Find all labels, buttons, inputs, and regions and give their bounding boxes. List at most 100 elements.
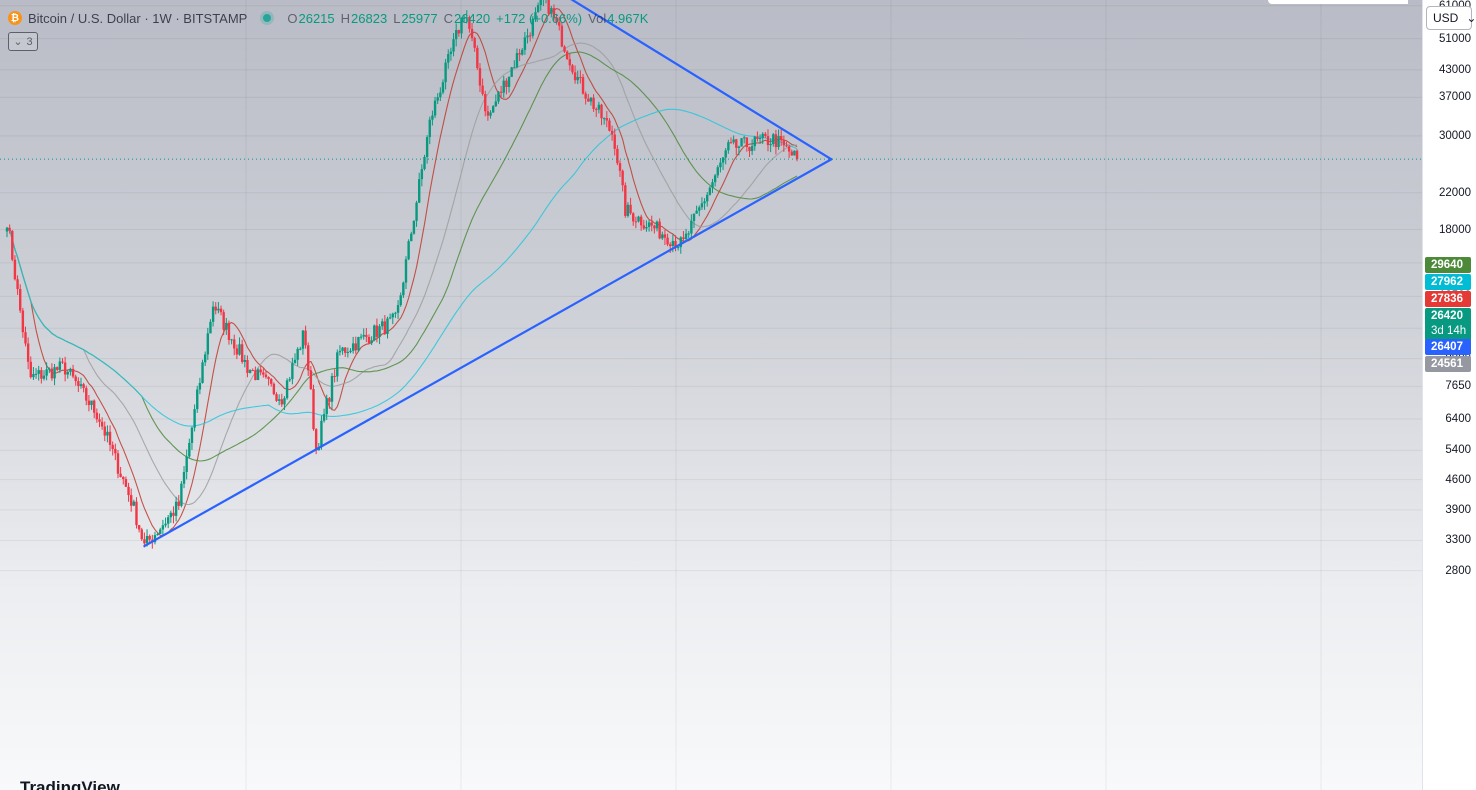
candle-body — [721, 157, 725, 163]
candle-body — [166, 517, 170, 524]
price-chart[interactable] — [0, 0, 1422, 790]
candle-body — [460, 17, 463, 34]
candle-body — [687, 233, 690, 235]
candle-body — [193, 409, 196, 428]
candle-body — [92, 400, 96, 413]
candle-body — [468, 17, 471, 29]
candle-body — [449, 51, 453, 55]
candle-body — [758, 137, 762, 140]
candle-body — [515, 53, 519, 68]
candle-body — [602, 118, 606, 120]
candle-body — [666, 237, 669, 245]
candle-body — [230, 339, 233, 341]
candle-body — [383, 321, 387, 334]
candle-body — [56, 367, 59, 370]
candle-body — [698, 207, 701, 211]
candle-body — [624, 185, 627, 216]
ma-red-line — [6, 8, 798, 536]
candle-body — [774, 134, 778, 148]
candle-body — [98, 419, 101, 422]
candle-body — [127, 486, 130, 496]
candle-body — [645, 226, 648, 229]
candle-body — [262, 372, 265, 375]
candle-body — [494, 101, 498, 107]
candle-body — [550, 8, 553, 14]
candle-body — [106, 431, 109, 436]
candle-body — [595, 109, 598, 111]
candle-body — [378, 326, 381, 337]
candle-body — [140, 529, 143, 540]
indicators-toggle-button[interactable]: ⌄ 3 — [8, 32, 38, 51]
candle-body — [275, 394, 278, 401]
candle-body — [190, 427, 194, 443]
candle-body — [404, 259, 408, 283]
candle-body — [410, 233, 413, 242]
candle-body — [441, 82, 445, 93]
chart-grid — [0, 0, 1422, 790]
candle-body — [325, 398, 328, 415]
candle-body — [132, 501, 136, 506]
candle-body — [457, 30, 461, 34]
market-status-icon[interactable] — [263, 14, 272, 22]
candle-body — [87, 400, 91, 406]
ma-price-tag: 27836 — [1425, 291, 1471, 307]
candle-body — [161, 525, 165, 530]
candle-body — [690, 220, 693, 234]
candle-body — [50, 368, 54, 379]
candle-body — [732, 139, 735, 143]
candle-body — [605, 118, 609, 121]
candle-body — [571, 65, 574, 73]
candle-body — [486, 111, 490, 116]
moving-averages — [6, 8, 798, 536]
ma-green-line — [6, 51, 798, 462]
candle-body — [122, 476, 125, 480]
candle-body — [111, 444, 114, 449]
candle-body — [579, 76, 582, 78]
candle-body — [727, 142, 730, 151]
candle-body — [769, 144, 772, 146]
candle-body — [563, 46, 566, 52]
candle-body — [470, 28, 474, 39]
candle-body — [425, 137, 429, 157]
price-tick-label: 3900 — [1445, 503, 1471, 516]
change-value: +172 (+0.66%) — [496, 10, 583, 26]
candle-body — [124, 479, 128, 487]
candle-body — [502, 80, 505, 93]
candle-body — [61, 361, 64, 363]
candle-body — [299, 348, 302, 350]
candle-body — [108, 431, 112, 445]
trendline-lower — [143, 158, 833, 548]
candle-body — [454, 30, 458, 40]
candle-body — [560, 25, 564, 47]
price-tick-label: 30000 — [1439, 129, 1471, 142]
candle-body — [314, 429, 318, 451]
price-tick-label: 18000 — [1439, 223, 1471, 236]
candle-body — [296, 348, 299, 360]
candle-body — [655, 221, 659, 229]
candle-body — [34, 373, 38, 375]
candle-body — [423, 156, 426, 170]
candle-body — [695, 210, 698, 214]
volume-value: 4.967K — [607, 10, 649, 26]
currency-select[interactable]: USD ⌄ — [1426, 6, 1476, 30]
close-label: C — [443, 10, 453, 26]
candle-body — [90, 400, 93, 406]
candle-body — [349, 350, 352, 353]
price-scale[interactable]: 1050008900073000610005100043000370003000… — [1422, 0, 1476, 790]
chart-pane[interactable]: ₿ Bitcoin / U.S. Dollar · 1W · BITSTAMP … — [0, 0, 1422, 790]
candle-body — [256, 369, 260, 381]
price-tick-label: 61000 — [1439, 0, 1471, 12]
candle-body — [534, 12, 537, 19]
candle-body — [233, 339, 236, 349]
candle-body — [613, 134, 616, 149]
candle-body — [394, 312, 397, 314]
symbol-title[interactable]: Bitcoin / U.S. Dollar · 1W · BITSTAMP — [28, 10, 248, 26]
candle-body — [159, 529, 162, 534]
candle-body — [674, 240, 677, 248]
candle-body — [735, 139, 738, 148]
candles — [5, 0, 799, 549]
candle-body — [354, 343, 357, 351]
candle-body — [182, 471, 186, 484]
ma-cyan-line — [6, 108, 798, 427]
candle-body — [209, 321, 212, 334]
